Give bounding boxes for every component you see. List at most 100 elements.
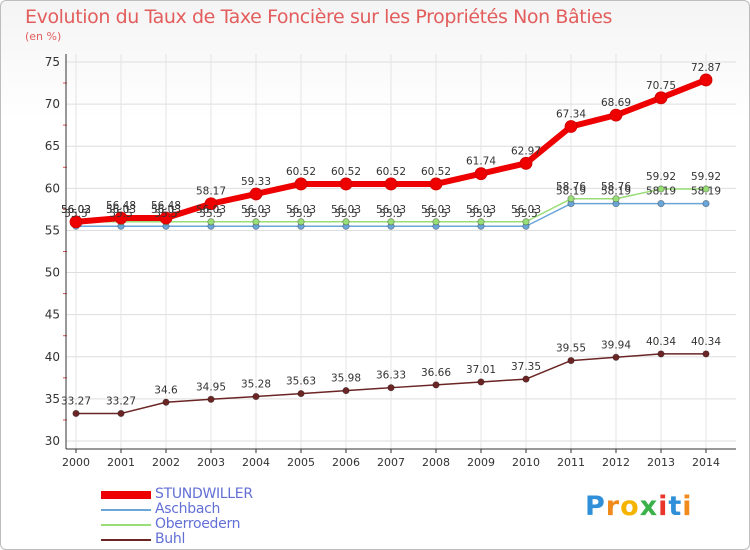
data-label-oberroedern: 56.03	[241, 204, 271, 216]
point-buhl-2010	[522, 375, 530, 383]
point-buhl-2009	[477, 378, 485, 386]
logo-letter: r	[605, 491, 621, 522]
legend-item-oberroedern: Oberroedern	[101, 516, 401, 532]
point-stundwiller-2011	[564, 120, 578, 133]
data-label-oberroedern: 56.03	[106, 204, 136, 216]
point-buhl-2004	[252, 392, 260, 401]
x-tick-label: 2005	[287, 456, 315, 469]
data-label-stundwiller: 56.48	[151, 200, 181, 212]
data-label-buhl: 33.27	[106, 395, 136, 407]
data-label-stundwiller: 56.02	[61, 204, 91, 216]
x-tick-label: 2008	[422, 456, 450, 469]
point-oberroedern-2009	[477, 218, 485, 226]
x-tick-label: 2001	[107, 456, 135, 469]
data-label-layer: 56.02 56.48 56.48 58.17 59.33 60.52 60.52 60.52…	[61, 62, 721, 408]
data-label-stundwiller: 60.52	[286, 166, 316, 178]
legend-item-buhl: Buhl	[101, 531, 401, 547]
y-tick-label: 60	[45, 181, 60, 195]
y-tick-label: 30	[45, 434, 60, 448]
data-label-aschbach: 55.5	[424, 208, 447, 220]
chart-title: Evolution du Taux de Taxe Foncière sur l…	[25, 6, 613, 28]
data-label-buhl: 36.66	[421, 367, 451, 379]
data-label-oberroedern: 59.92	[691, 171, 721, 183]
x-tick-label: 2002	[152, 456, 180, 469]
data-label-oberroedern: 56.03	[196, 204, 226, 216]
legend-swatch	[101, 524, 151, 526]
point-buhl-2014	[702, 350, 710, 358]
point-oberroedern-2005	[297, 218, 305, 226]
legend-swatch	[101, 539, 151, 541]
y-tick-label: 75	[45, 55, 60, 69]
data-label-buhl: 35.98	[331, 373, 361, 385]
data-label-buhl: 33.27	[61, 395, 91, 407]
data-label-aschbach: 55.5	[469, 208, 492, 220]
point-buhl-2013	[657, 350, 665, 358]
data-label-aschbach: 58.19	[601, 186, 631, 198]
data-label-stundwiller: 72.87	[691, 62, 721, 74]
legend-swatch	[101, 491, 151, 499]
legend-label: Aschbach	[155, 501, 221, 517]
data-label-oberroedern: 59.92	[646, 171, 676, 183]
legend: STUNDWILLER Aschbach Oberroedern Buhl	[101, 486, 401, 547]
point-buhl-2001	[117, 409, 125, 418]
legend-label: Buhl	[155, 531, 186, 547]
series-layer	[69, 73, 713, 418]
legend-label: Oberroedern	[155, 516, 241, 532]
data-label-stundwiller: 60.52	[331, 166, 361, 178]
point-oberroedern-2014	[702, 185, 710, 193]
y-tick-label: 35	[45, 392, 60, 406]
data-label-buhl: 40.34	[691, 336, 721, 348]
data-label-aschbach: 58.19	[691, 186, 721, 198]
point-oberroedern-2004	[252, 218, 260, 226]
logo-letter: x	[639, 491, 659, 522]
point-oberroedern-2011	[567, 195, 575, 203]
y-tick-label: 40	[45, 350, 60, 364]
data-label-aschbach: 55.5	[289, 208, 312, 220]
y-tick-label: 45	[45, 308, 60, 322]
grid-layer	[66, 54, 736, 449]
data-label-aschbach: 55.5	[334, 208, 357, 220]
data-label-aschbach: 55.5	[199, 208, 222, 220]
legend-swatch	[101, 509, 151, 511]
logo-letter: o	[620, 491, 640, 522]
point-stundwiller-2007	[384, 177, 398, 191]
point-oberroedern-2007	[387, 218, 395, 226]
data-label-buhl: 37.01	[466, 364, 496, 376]
logo-letter: i	[658, 491, 669, 522]
axis-layer: 30 35 40 45 50 55 60 65 70 75 2000 2001 2002 2003 2004…	[45, 54, 736, 469]
point-buhl-2007	[387, 384, 395, 392]
point-aschbach-2013	[657, 199, 665, 208]
point-stundwiller-2012	[609, 108, 623, 122]
point-oberroedern-2010	[522, 218, 530, 226]
point-oberroedern-2006	[342, 218, 350, 226]
point-buhl-2008	[432, 381, 440, 389]
point-stundwiller-2014	[699, 73, 713, 87]
data-label-aschbach: 58.19	[556, 186, 586, 198]
data-label-buhl: 40.34	[646, 336, 676, 348]
point-stundwiller-2008	[429, 177, 443, 191]
point-stundwiller-2010	[519, 156, 533, 170]
point-stundwiller-2000	[69, 215, 83, 229]
data-label-oberroedern: 58.76	[601, 181, 631, 193]
point-stundwiller-2004	[249, 187, 263, 201]
x-tick-label: 2007	[377, 456, 405, 469]
x-tick-label: 2011	[557, 456, 585, 469]
data-label-oberroedern: 56.03	[466, 204, 496, 216]
logo-letter: t	[668, 491, 683, 522]
data-label-aschbach: 55.5	[244, 208, 267, 220]
point-buhl-2005	[297, 389, 305, 398]
data-label-aschbach: 55.5	[379, 208, 402, 220]
data-label-aschbach: 55.5	[514, 208, 537, 220]
point-stundwiller-2005	[294, 177, 308, 191]
data-label-buhl: 36.33	[376, 370, 406, 382]
data-label-aschbach: 55.5	[109, 208, 132, 220]
point-buhl-2012	[612, 353, 620, 361]
legend-label: STUNDWILLER	[155, 486, 253, 502]
point-buhl-2003	[207, 395, 215, 403]
data-label-aschbach: 55.5	[154, 208, 177, 220]
x-tick-label: 2010	[512, 456, 540, 469]
data-label-oberroedern: 56.03	[286, 204, 316, 216]
point-buhl-2000	[72, 409, 80, 418]
x-tick-label: 2003	[197, 456, 225, 469]
